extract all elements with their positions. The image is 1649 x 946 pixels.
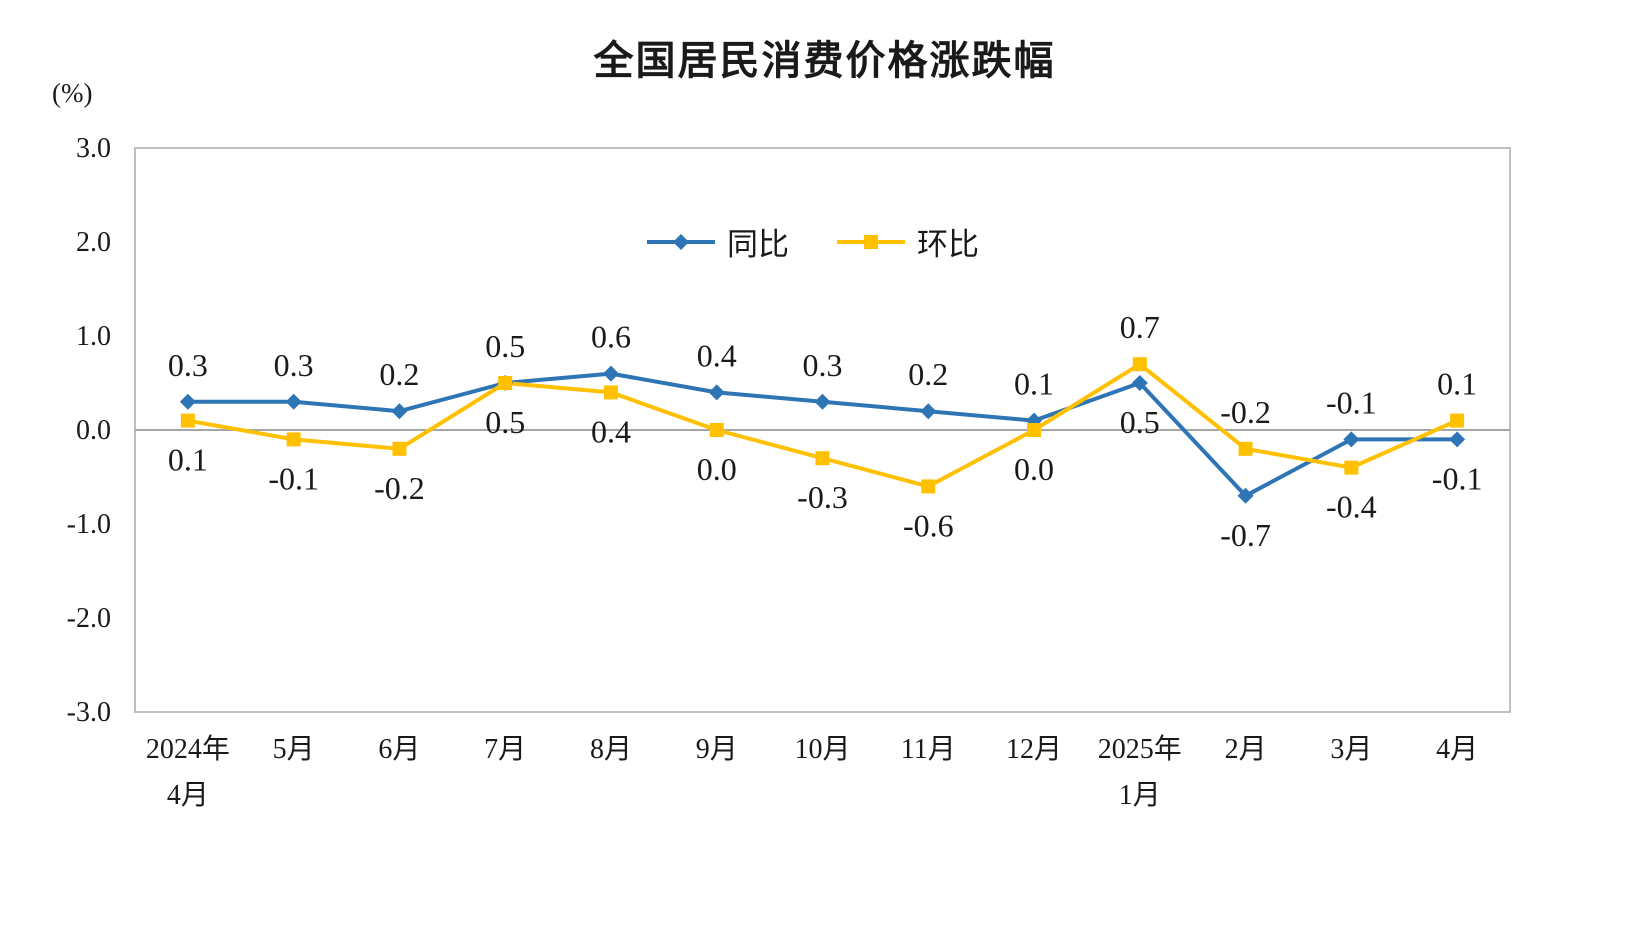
mom-marker [286,432,301,447]
x-tick-label: 2月 [1225,734,1267,765]
mom-legend-icon [837,234,905,249]
mom-marker [392,441,407,456]
data-label: 0.3 [803,347,843,383]
mom-marker [603,385,618,400]
yoy-marker [920,403,937,420]
data-label: 0.1 [1014,366,1054,402]
mom-marker [1450,413,1465,428]
y-tick-label: 2.0 [76,227,111,258]
data-label: 0.3 [168,347,208,383]
yoy-marker [285,393,302,410]
yoy-marker [602,365,619,382]
mom-marker [1238,441,1253,456]
mom-marker [1344,460,1359,475]
yoy-marker [1131,375,1148,391]
mom-legend-marker-icon [864,234,878,249]
data-label: 0.5 [1120,404,1160,440]
data-label: -0.7 [1220,517,1271,553]
x-tick-label: 7月 [484,734,526,765]
yoy-marker [708,384,725,401]
data-label: -0.3 [797,479,848,515]
mom-marker [1027,423,1042,437]
data-label: 0.0 [697,451,737,487]
yoy-legend-marker-icon [673,233,689,250]
chart-title: 全国居民消费价格涨跌幅 [593,39,1056,83]
data-label: 0.3 [274,347,314,383]
x-tick-label: 4月 [167,780,209,811]
data-label: 0.2 [908,356,948,392]
y-tick-label: -2.0 [67,603,111,634]
data-label: -0.2 [1220,394,1271,430]
x-tick-label: 6月 [378,734,420,765]
data-label: -0.6 [903,507,954,543]
x-tick-label: 1月 [1119,780,1161,811]
mom-marker [921,479,936,494]
x-tick-label: 8月 [590,734,632,765]
yoy-legend-icon [647,233,715,250]
legend: 同比 环比 [645,219,979,264]
data-label: 0.6 [591,319,631,355]
yoy-legend-label: 同比 [727,227,789,262]
data-label: 0.0 [1014,451,1054,487]
y-tick-label: -1.0 [67,509,111,540]
data-label: 0.4 [697,337,737,373]
data-label: -0.2 [374,470,425,506]
data-label: 0.1 [1437,366,1477,402]
x-tick-label: 10月 [794,734,850,765]
x-tick-label: 9月 [696,734,738,765]
y-axis-unit-label: (%) [52,78,93,108]
data-label: -0.1 [1326,384,1377,420]
mom-marker [498,376,513,390]
y-tick-label: -3.0 [67,697,111,728]
x-tick-label: 12月 [1006,734,1062,765]
data-label: 0.5 [485,328,525,364]
mom-marker [1132,357,1147,372]
x-tick-label: 11月 [901,734,956,765]
x-tick-label: 3月 [1330,734,1372,765]
x-tick-label: 2025年 [1098,733,1182,765]
x-tick-label: 4月 [1436,734,1478,765]
mom-marker [815,451,830,466]
data-label: -0.4 [1326,489,1377,525]
yoy-marker [179,393,196,410]
y-tick-label: 0.0 [76,415,111,446]
yoy-marker [1237,487,1254,504]
data-label: -0.1 [1432,460,1483,496]
data-label: 0.5 [485,404,525,440]
y-tick-label: 3.0 [76,133,111,164]
x-tick-label: 5月 [273,734,315,765]
data-label: 0.4 [591,413,631,449]
legend-item-mom: 环比 [835,219,979,264]
data-label: -0.1 [268,460,319,496]
yoy-marker [391,403,408,420]
yoy-marker [1449,431,1466,448]
data-label: 0.1 [168,442,208,478]
y-tick-label: 1.0 [76,321,111,352]
mom-marker [709,423,724,437]
yoy-marker [814,393,831,410]
x-tick-label: 2024年 [146,733,230,765]
mom-legend-label: 环比 [917,227,979,262]
mom-marker [180,413,195,428]
legend-item-yoy: 同比 [645,219,789,264]
yoy-marker [1343,431,1360,448]
data-label: 0.7 [1120,309,1160,345]
data-label: 0.2 [379,356,419,392]
